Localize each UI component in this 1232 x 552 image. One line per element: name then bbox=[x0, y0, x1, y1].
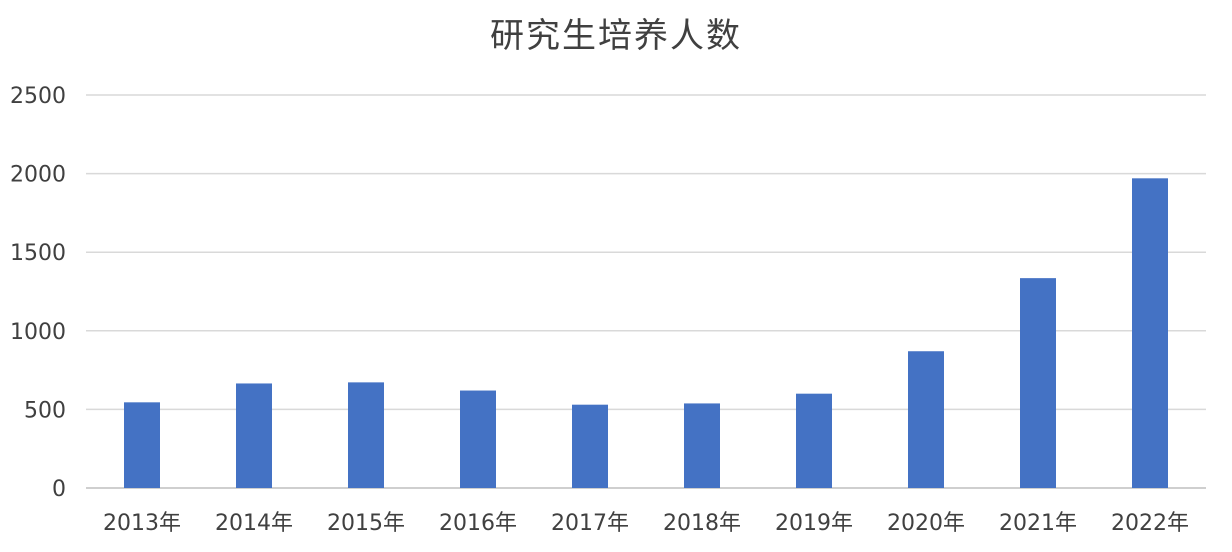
x-tick-label: 2021年 bbox=[999, 511, 1077, 536]
y-tick-label: 1000 bbox=[10, 320, 66, 345]
x-tick-label: 2022年 bbox=[1111, 511, 1189, 536]
y-tick-label: 2500 bbox=[10, 84, 66, 109]
y-tick-label: 500 bbox=[24, 398, 66, 423]
x-tick-label: 2017年 bbox=[551, 511, 629, 536]
x-tick-label: 2020年 bbox=[887, 511, 965, 536]
x-tick-label: 2018年 bbox=[663, 511, 741, 536]
bar-2022年 bbox=[1132, 178, 1168, 489]
chart-title: 研究生培养人数 bbox=[490, 16, 742, 56]
bar-2014年 bbox=[236, 383, 272, 488]
bar-2015年 bbox=[348, 382, 384, 488]
y-tick-label: 0 bbox=[52, 477, 66, 502]
x-tick-label: 2013年 bbox=[103, 511, 181, 536]
y-tick-label: 1500 bbox=[10, 241, 66, 266]
bar-2020年 bbox=[908, 351, 944, 488]
x-tick-label: 2014年 bbox=[215, 511, 293, 536]
x-axis-ticks: 2013年 2014年 2015年 2016年 2017年 2018年 2019年 2020年… bbox=[103, 511, 1189, 536]
y-tick-label: 2000 bbox=[10, 163, 66, 188]
gridlines bbox=[86, 94, 1206, 489]
bar-2013年 bbox=[124, 402, 160, 488]
x-tick-label: 2019年 bbox=[775, 511, 853, 536]
x-tick-label: 2015年 bbox=[327, 511, 405, 536]
bar-2019年 bbox=[796, 393, 832, 488]
bar-2021年 bbox=[1020, 278, 1056, 488]
bar-2016年 bbox=[460, 390, 496, 488]
bar-2018年 bbox=[684, 403, 720, 488]
bars bbox=[124, 178, 1168, 489]
y-axis-ticks: 0 500 1000 1500 2000 2500 bbox=[10, 84, 66, 502]
x-tick-label: 2016年 bbox=[439, 511, 517, 536]
bar-2017年 bbox=[572, 404, 608, 488]
